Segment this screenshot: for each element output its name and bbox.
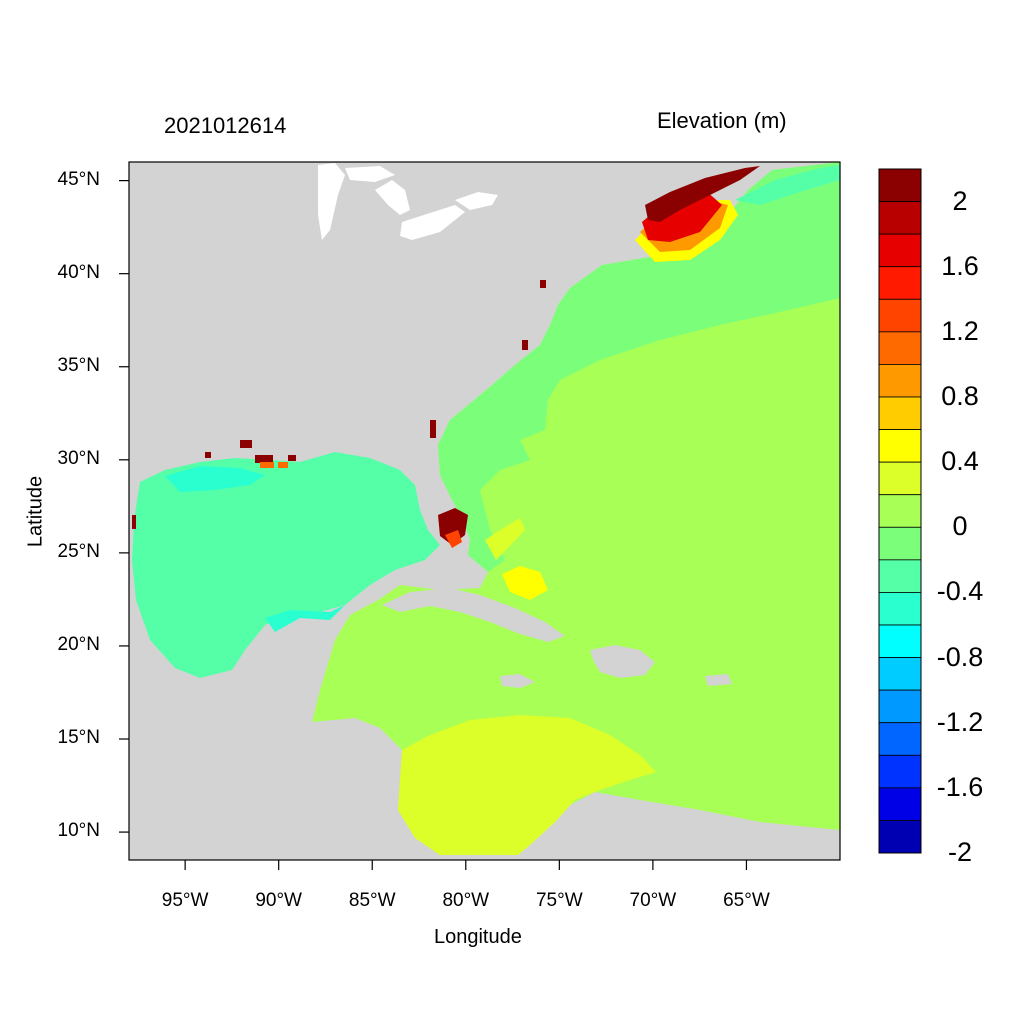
gulf-of-mexico — [132, 452, 440, 678]
lat-tick-marks — [119, 180, 129, 833]
variable-title: Elevation (m) — [657, 108, 787, 133]
colorbar-label: 0 — [952, 511, 968, 542]
lat-tick-label: 30°N — [57, 447, 100, 469]
colorbar-segment — [878, 526, 922, 561]
southern-caribbean — [398, 715, 656, 855]
lon-tick-label: 85°W — [348, 890, 396, 911]
lat-tick-label: 15°N — [57, 727, 100, 748]
colorbar-label: 0.8 — [941, 381, 979, 411]
colorbar-label: 1.6 — [941, 250, 979, 281]
lon-tick-label: 75°W — [535, 890, 583, 911]
colorbar-segment — [878, 396, 922, 430]
colorbar-segment — [878, 592, 922, 626]
gulf-coast-surge-specks — [132, 280, 546, 529]
colorbar-label: -0.8 — [936, 641, 984, 672]
colorbar-segment — [878, 266, 922, 300]
x-axis-label: Longitude — [434, 926, 522, 948]
lon-tick-label: 80°W — [442, 890, 490, 911]
lon-tick-label: 65°W — [723, 890, 770, 911]
colorbar-segment — [878, 559, 922, 593]
bahamas-shoal — [502, 566, 548, 600]
bahamas-shoal-2 — [485, 518, 525, 560]
colorbar-segment — [878, 233, 922, 268]
colorbar-segment — [878, 331, 922, 365]
great-lakes — [318, 163, 498, 240]
cuba — [382, 588, 565, 642]
colorbar-segment — [878, 657, 922, 691]
puerto-rico — [705, 674, 732, 686]
colorbar-label: -0.4 — [936, 576, 984, 607]
plot-frame — [128, 161, 841, 861]
lon-tick-label: 70°W — [629, 890, 677, 911]
colorbar-label: -1.2 — [936, 706, 984, 737]
colorbar-segment — [878, 298, 922, 333]
lat-tick-label: 10°N — [57, 820, 100, 842]
map-content — [129, 162, 840, 860]
timestamp-title: 2021012614 — [164, 113, 287, 138]
colorbar-segment — [878, 461, 922, 496]
colorbar-label: -1.6 — [936, 771, 984, 802]
colorbar-label: 0.4 — [941, 446, 979, 477]
colorbar-segment — [878, 494, 922, 528]
colorbar-segment — [878, 754, 922, 789]
colorbar-segment — [878, 722, 922, 756]
gulf-of-maine-peak — [645, 166, 760, 222]
colorbar-segment — [878, 689, 922, 724]
colorbar-segment — [878, 201, 922, 235]
colorbar-segment — [878, 429, 922, 463]
colorbar-label: 2 — [952, 185, 968, 216]
lon-tick-label: 90°W — [255, 890, 302, 911]
gulf-inner-patch — [165, 466, 265, 492]
colorbar-segment — [878, 364, 922, 398]
gulf-of-maine-inner — [642, 190, 722, 242]
colorbar-segment — [878, 168, 922, 202]
coastal-atlantic-band — [438, 162, 840, 572]
colorbar-label: -2 — [947, 837, 972, 867]
colorbar — [878, 168, 922, 854]
colorbar-segment — [878, 820, 922, 854]
hispaniola — [590, 645, 655, 678]
lat-tick-label: 20°N — [57, 633, 100, 655]
nova-scotia-coast — [735, 165, 840, 205]
lat-tick-label: 35°N — [57, 354, 100, 376]
colorbar-segment — [878, 787, 922, 821]
jamaica — [500, 674, 535, 688]
lat-tick-label: 25°N — [57, 540, 100, 562]
colorbar-segment — [878, 624, 922, 658]
gulf-coast-surge-orange — [260, 462, 288, 468]
lat-tick-label: 40°N — [57, 261, 100, 283]
gulf-coastal-patch — [265, 605, 345, 632]
colorbar-label: 1.2 — [941, 315, 979, 346]
colorbar-outline — [878, 168, 922, 854]
south-florida-surge-edge — [445, 530, 462, 548]
lon-tick-label: 95°W — [161, 890, 209, 911]
lat-tick-label: 45°N — [57, 168, 100, 190]
lon-tick-marks — [184, 860, 748, 870]
